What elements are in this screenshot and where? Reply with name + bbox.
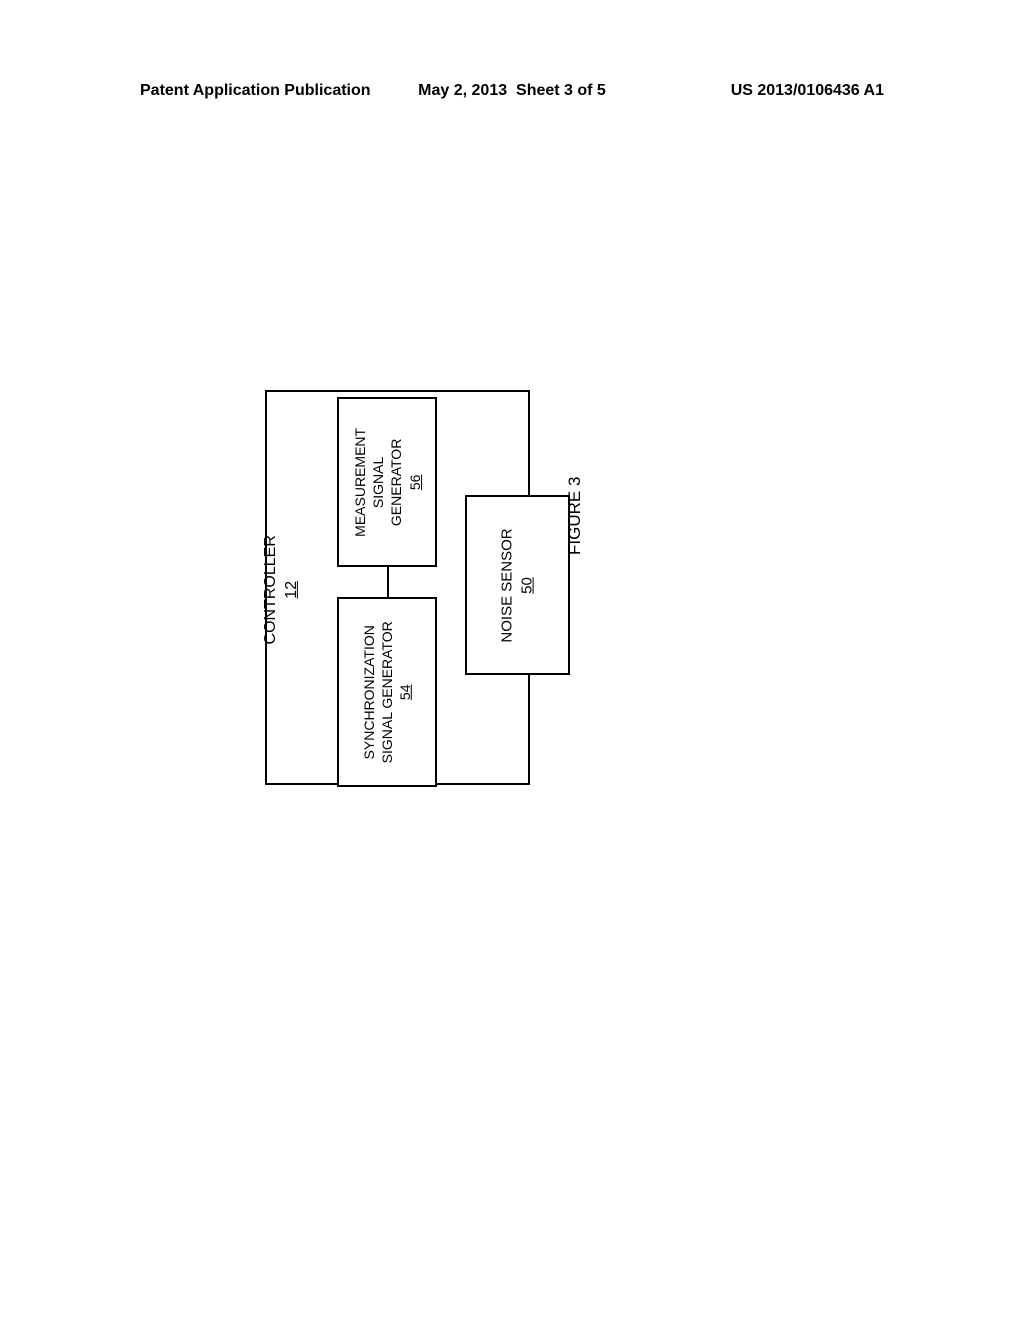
sync-generator-block: SYNCHRONIZATION SIGNAL GENERATOR 54 (337, 597, 437, 787)
header-publication: Patent Application Publication (140, 82, 388, 100)
header-date-sheet: May 2, 2013 Sheet 3 of 5 (388, 82, 636, 100)
page-header: Patent Application Publication May 2, 20… (0, 82, 1024, 100)
figure-caption: FIGURE 3 (565, 477, 585, 555)
controller-label: CONTROLLER 12 (267, 392, 297, 787)
connector-sync-meas (387, 567, 389, 597)
noise-sensor-block: NOISE SENSOR 50 (465, 495, 570, 675)
block-diagram: CONTROLLER 12 MEASUREMENT SIGNAL GENERAT… (225, 390, 575, 925)
measurement-generator-block: MEASUREMENT SIGNAL GENERATOR 56 (337, 397, 437, 567)
header-pub-number: US 2013/0106436 A1 (636, 82, 884, 100)
